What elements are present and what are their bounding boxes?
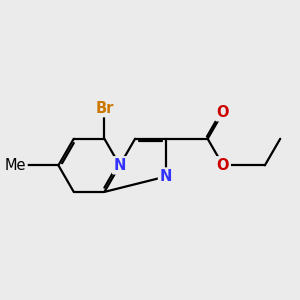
Text: Me: Me	[5, 158, 26, 173]
Text: O: O	[217, 105, 229, 120]
Text: Br: Br	[95, 100, 114, 116]
Text: O: O	[217, 158, 229, 173]
Text: N: N	[160, 169, 172, 184]
Text: N: N	[114, 158, 126, 173]
